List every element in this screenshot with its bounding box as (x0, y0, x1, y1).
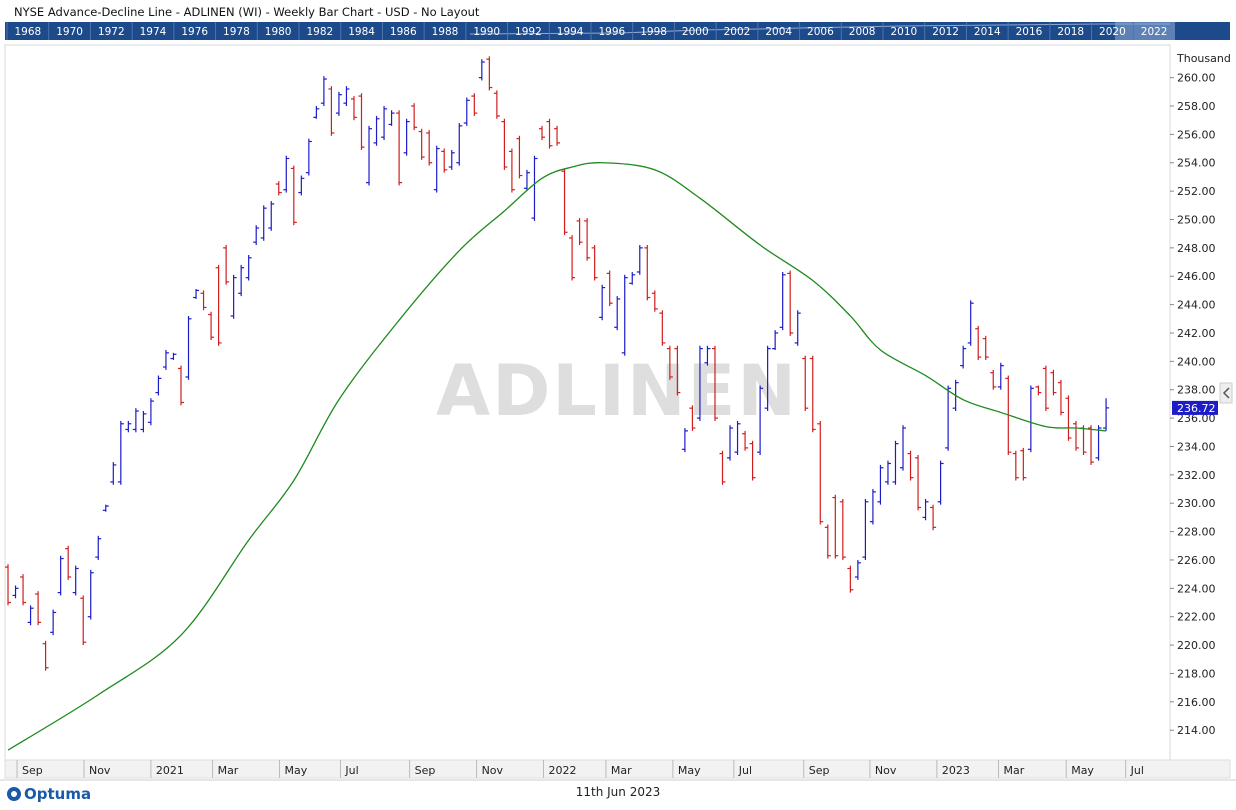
x-tick-label: Mar (611, 764, 632, 777)
navigator-year: 2000 (682, 26, 709, 38)
x-tick-label: May (1071, 764, 1094, 777)
y-tick-label: 238.00 (1177, 384, 1216, 397)
navigator-year: 2014 (974, 26, 1001, 38)
x-tick-label: May (285, 764, 308, 777)
navigator-year: 2020 (1099, 26, 1126, 38)
navigator-year: 1996 (598, 26, 625, 38)
navigator-year: 1988 (432, 26, 459, 38)
x-tick-label: Sep (415, 764, 436, 777)
y-tick-label: 242.00 (1177, 327, 1216, 340)
y-tick-label: 240.00 (1177, 355, 1216, 368)
navigator-year: 2008 (849, 26, 876, 38)
y-tick-label: 228.00 (1177, 526, 1216, 539)
navigator-year: 1990 (473, 26, 500, 38)
y-tick-label: 252.00 (1177, 185, 1216, 198)
x-tick-label: 2023 (942, 764, 970, 777)
scroll-handle[interactable] (1219, 382, 1233, 404)
scroll-arrow[interactable] (1222, 387, 1230, 399)
navigator-year: 1978 (223, 26, 250, 38)
y-tick-label: 254.00 (1177, 157, 1216, 170)
x-tick-label: Mar (218, 764, 239, 777)
navigator-year: 1984 (348, 26, 375, 38)
y-tick-label: 222.00 (1177, 611, 1216, 624)
y-tick-label: 232.00 (1177, 469, 1216, 482)
x-tick-label: Jul (738, 764, 752, 777)
last-price-box (1172, 400, 1218, 415)
y-tick-label: 234.00 (1177, 440, 1216, 453)
footer (0, 780, 1236, 810)
axis-unit: Thousand (1176, 52, 1231, 65)
moving-average (7, 162, 1107, 751)
x-tick-label: Nov (875, 764, 897, 777)
navigator-year: 2004 (765, 26, 792, 38)
footer-date: 11th Jun 2023 (576, 785, 661, 799)
navigator-year: 1970 (56, 26, 83, 38)
x-tick-label: Jul (1130, 764, 1144, 777)
navigator-year: 1968 (14, 26, 41, 38)
y-tick-label: 224.00 (1177, 582, 1216, 595)
chart-header: NYSE Advance-Decline Line - ADLINEN (WI)… (14, 5, 480, 19)
y-tick-label: 220.00 (1177, 639, 1216, 652)
brand: Optuma (24, 785, 91, 803)
bars (5, 56, 1110, 671)
navigator-year: 2012 (932, 26, 959, 38)
brand-icon-inner (11, 791, 17, 797)
x-tick-label: Sep (809, 764, 830, 777)
y-tick-label: 216.00 (1177, 696, 1216, 709)
navigator[interactable] (5, 22, 1230, 40)
x-tick-label: 2021 (156, 764, 184, 777)
navigator-year: 1972 (98, 26, 125, 38)
navigator-year: 1974 (140, 26, 167, 38)
navigator-year: 2010 (890, 26, 917, 38)
navigator-year: 1998 (640, 26, 667, 38)
y-tick-label: 260.00 (1177, 72, 1216, 85)
navigator-year: 2018 (1057, 26, 1084, 38)
last-price-label: 236.72 (1177, 402, 1216, 415)
navigator-year: 2022 (1141, 26, 1168, 38)
y-tick-label: 246.00 (1177, 270, 1216, 283)
y-tick-label: 250.00 (1177, 213, 1216, 226)
y-tick-label: 244.00 (1177, 299, 1216, 312)
navigator-year: 2016 (1016, 26, 1043, 38)
x-tick-label: Mar (1004, 764, 1025, 777)
y-tick-label: 236.00 (1177, 412, 1216, 425)
navigator-year: 1986 (390, 26, 417, 38)
navigator-year: 1992 (515, 26, 542, 38)
watermark: ADLINEN (436, 350, 798, 432)
x-tick-label: 2022 (549, 764, 577, 777)
navigator-year: 2006 (807, 26, 834, 38)
x-tick-label: Sep (22, 764, 43, 777)
x-tick-label: Jul (344, 764, 358, 777)
navigator-year: 1976 (181, 26, 208, 38)
y-tick-label: 256.00 (1177, 128, 1216, 141)
y-tick-label: 248.00 (1177, 242, 1216, 255)
y-tick-label: 230.00 (1177, 497, 1216, 510)
y-tick-label: 214.00 (1177, 724, 1216, 737)
y-tick-label: 226.00 (1177, 554, 1216, 567)
navigator-year: 1982 (306, 26, 333, 38)
navigator-year: 1980 (265, 26, 292, 38)
x-axis-strip (4, 759, 1231, 779)
y-tick-label: 258.00 (1177, 100, 1216, 113)
navigator-year: 2002 (724, 26, 751, 38)
navigator-window[interactable] (1115, 22, 1175, 40)
x-tick-label: Nov (482, 764, 504, 777)
navigator-year: 1994 (557, 26, 584, 38)
x-tick-label: Nov (89, 764, 111, 777)
y-tick-label: 218.00 (1177, 667, 1216, 680)
x-tick-label: May (678, 764, 701, 777)
